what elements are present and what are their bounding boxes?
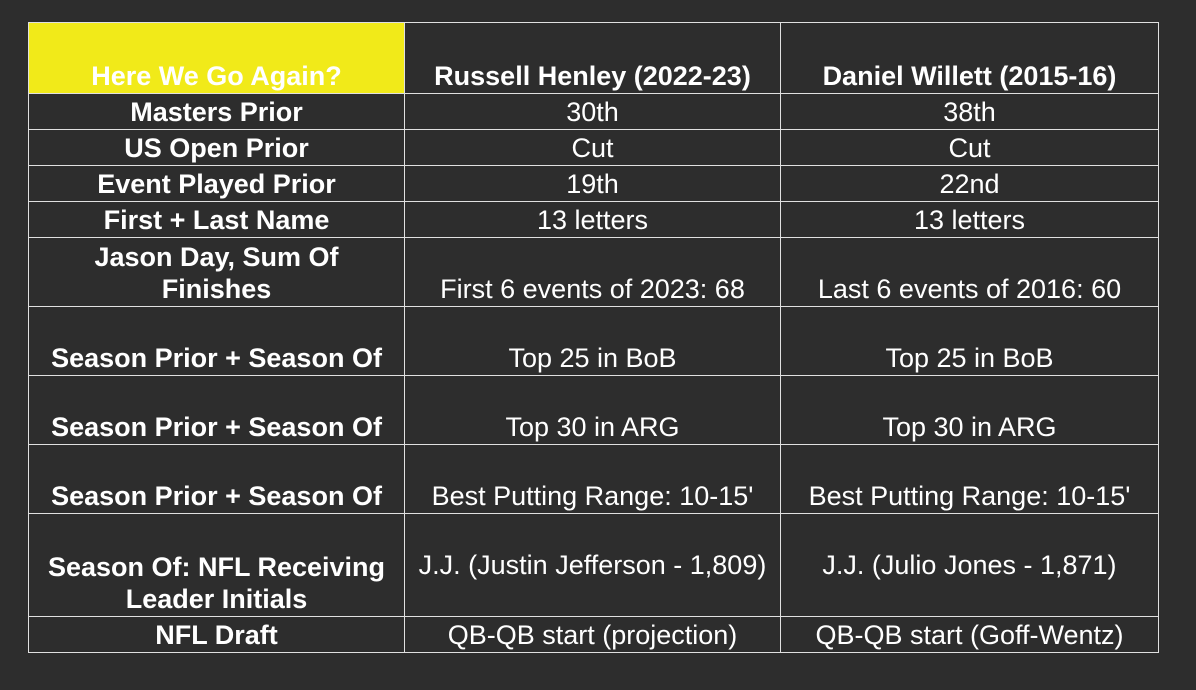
table-row: First + Last Name 13 letters 13 letters	[28, 201, 1159, 238]
henley-value: QB-QB start (projection)	[404, 616, 781, 653]
row-label: NFL Draft	[28, 616, 405, 653]
willett-value: Top 25 in BoB	[780, 306, 1159, 376]
table-row: NFL Draft QB-QB start (projection) QB-QB…	[28, 616, 1159, 653]
row-label: Season Prior + Season Of	[28, 375, 405, 445]
table-row: Season Prior + Season Of Top 25 in BoB T…	[28, 306, 1159, 376]
row-label: Season Prior + Season Of	[28, 444, 405, 514]
table-row: Season Prior + Season Of Top 30 in ARG T…	[28, 375, 1159, 445]
column-header-henley: Russell Henley (2022-23)	[404, 22, 781, 94]
henley-value: First 6 events of 2023: 68	[404, 237, 781, 307]
henley-value: 19th	[404, 165, 781, 202]
henley-value: Top 25 in BoB	[404, 306, 781, 376]
table-title-cell: Here We Go Again?	[28, 22, 405, 94]
table-row: Jason Day, Sum Of Finishes First 6 event…	[28, 237, 1159, 307]
willett-value: Best Putting Range: 10-15'	[780, 444, 1159, 514]
willett-value: 38th	[780, 93, 1159, 130]
row-label: Jason Day, Sum Of Finishes	[28, 237, 405, 307]
row-label: Season Prior + Season Of	[28, 306, 405, 376]
table-row: Event Played Prior 19th 22nd	[28, 165, 1159, 202]
table-row: Season Prior + Season Of Best Putting Ra…	[28, 444, 1159, 514]
willett-value: Top 30 in ARG	[780, 375, 1159, 445]
willett-value: J.J. (Julio Jones - 1,871)	[780, 513, 1159, 617]
header-row: Here We Go Again? Russell Henley (2022-2…	[28, 22, 1159, 94]
henley-value: J.J. (Justin Jefferson - 1,809)	[404, 513, 781, 617]
willett-value: 13 letters	[780, 201, 1159, 238]
comparison-table: Here We Go Again? Russell Henley (2022-2…	[28, 22, 1159, 653]
row-label: Season Of: NFL Receiving Leader Initials	[28, 513, 405, 617]
henley-value: 30th	[404, 93, 781, 130]
henley-value: Best Putting Range: 10-15'	[404, 444, 781, 514]
willett-value: QB-QB start (Goff-Wentz)	[780, 616, 1159, 653]
row-label: Masters Prior	[28, 93, 405, 130]
row-label: US Open Prior	[28, 129, 405, 166]
row-label: Event Played Prior	[28, 165, 405, 202]
henley-value: Cut	[404, 129, 781, 166]
willett-value: Last 6 events of 2016: 60	[780, 237, 1159, 307]
table-row: Masters Prior 30th 38th	[28, 93, 1159, 130]
willett-value: Cut	[780, 129, 1159, 166]
row-label: First + Last Name	[28, 201, 405, 238]
henley-value: 13 letters	[404, 201, 781, 238]
willett-value: 22nd	[780, 165, 1159, 202]
column-header-willett: Daniel Willett (2015-16)	[780, 22, 1159, 94]
henley-value: Top 30 in ARG	[404, 375, 781, 445]
table-row: US Open Prior Cut Cut	[28, 129, 1159, 166]
table-row: Season Of: NFL Receiving Leader Initials…	[28, 513, 1159, 617]
